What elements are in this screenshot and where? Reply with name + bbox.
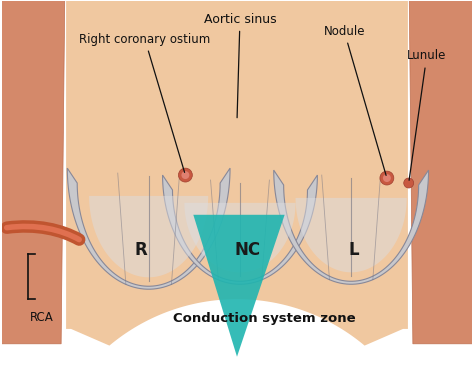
- Text: Conduction system zone: Conduction system zone: [173, 312, 356, 326]
- Polygon shape: [273, 170, 428, 284]
- Polygon shape: [66, 0, 408, 346]
- Text: Nodule: Nodule: [323, 25, 386, 175]
- Text: Lunule: Lunule: [407, 49, 447, 180]
- Polygon shape: [296, 198, 407, 272]
- Polygon shape: [184, 203, 296, 272]
- Circle shape: [182, 171, 189, 179]
- Text: NC: NC: [235, 241, 261, 259]
- Polygon shape: [67, 168, 230, 289]
- Polygon shape: [408, 0, 474, 344]
- Polygon shape: [163, 175, 318, 284]
- Text: R: R: [134, 241, 147, 259]
- Text: Aortic sinus: Aortic sinus: [204, 13, 276, 118]
- Circle shape: [404, 178, 414, 188]
- Circle shape: [178, 168, 192, 182]
- Circle shape: [383, 174, 391, 182]
- Polygon shape: [193, 215, 285, 357]
- Text: L: L: [349, 241, 359, 259]
- Text: Right coronary ostium: Right coronary ostium: [79, 33, 210, 172]
- Polygon shape: [89, 196, 208, 277]
- Text: RCA: RCA: [29, 311, 53, 324]
- Polygon shape: [0, 0, 66, 344]
- Circle shape: [380, 171, 394, 185]
